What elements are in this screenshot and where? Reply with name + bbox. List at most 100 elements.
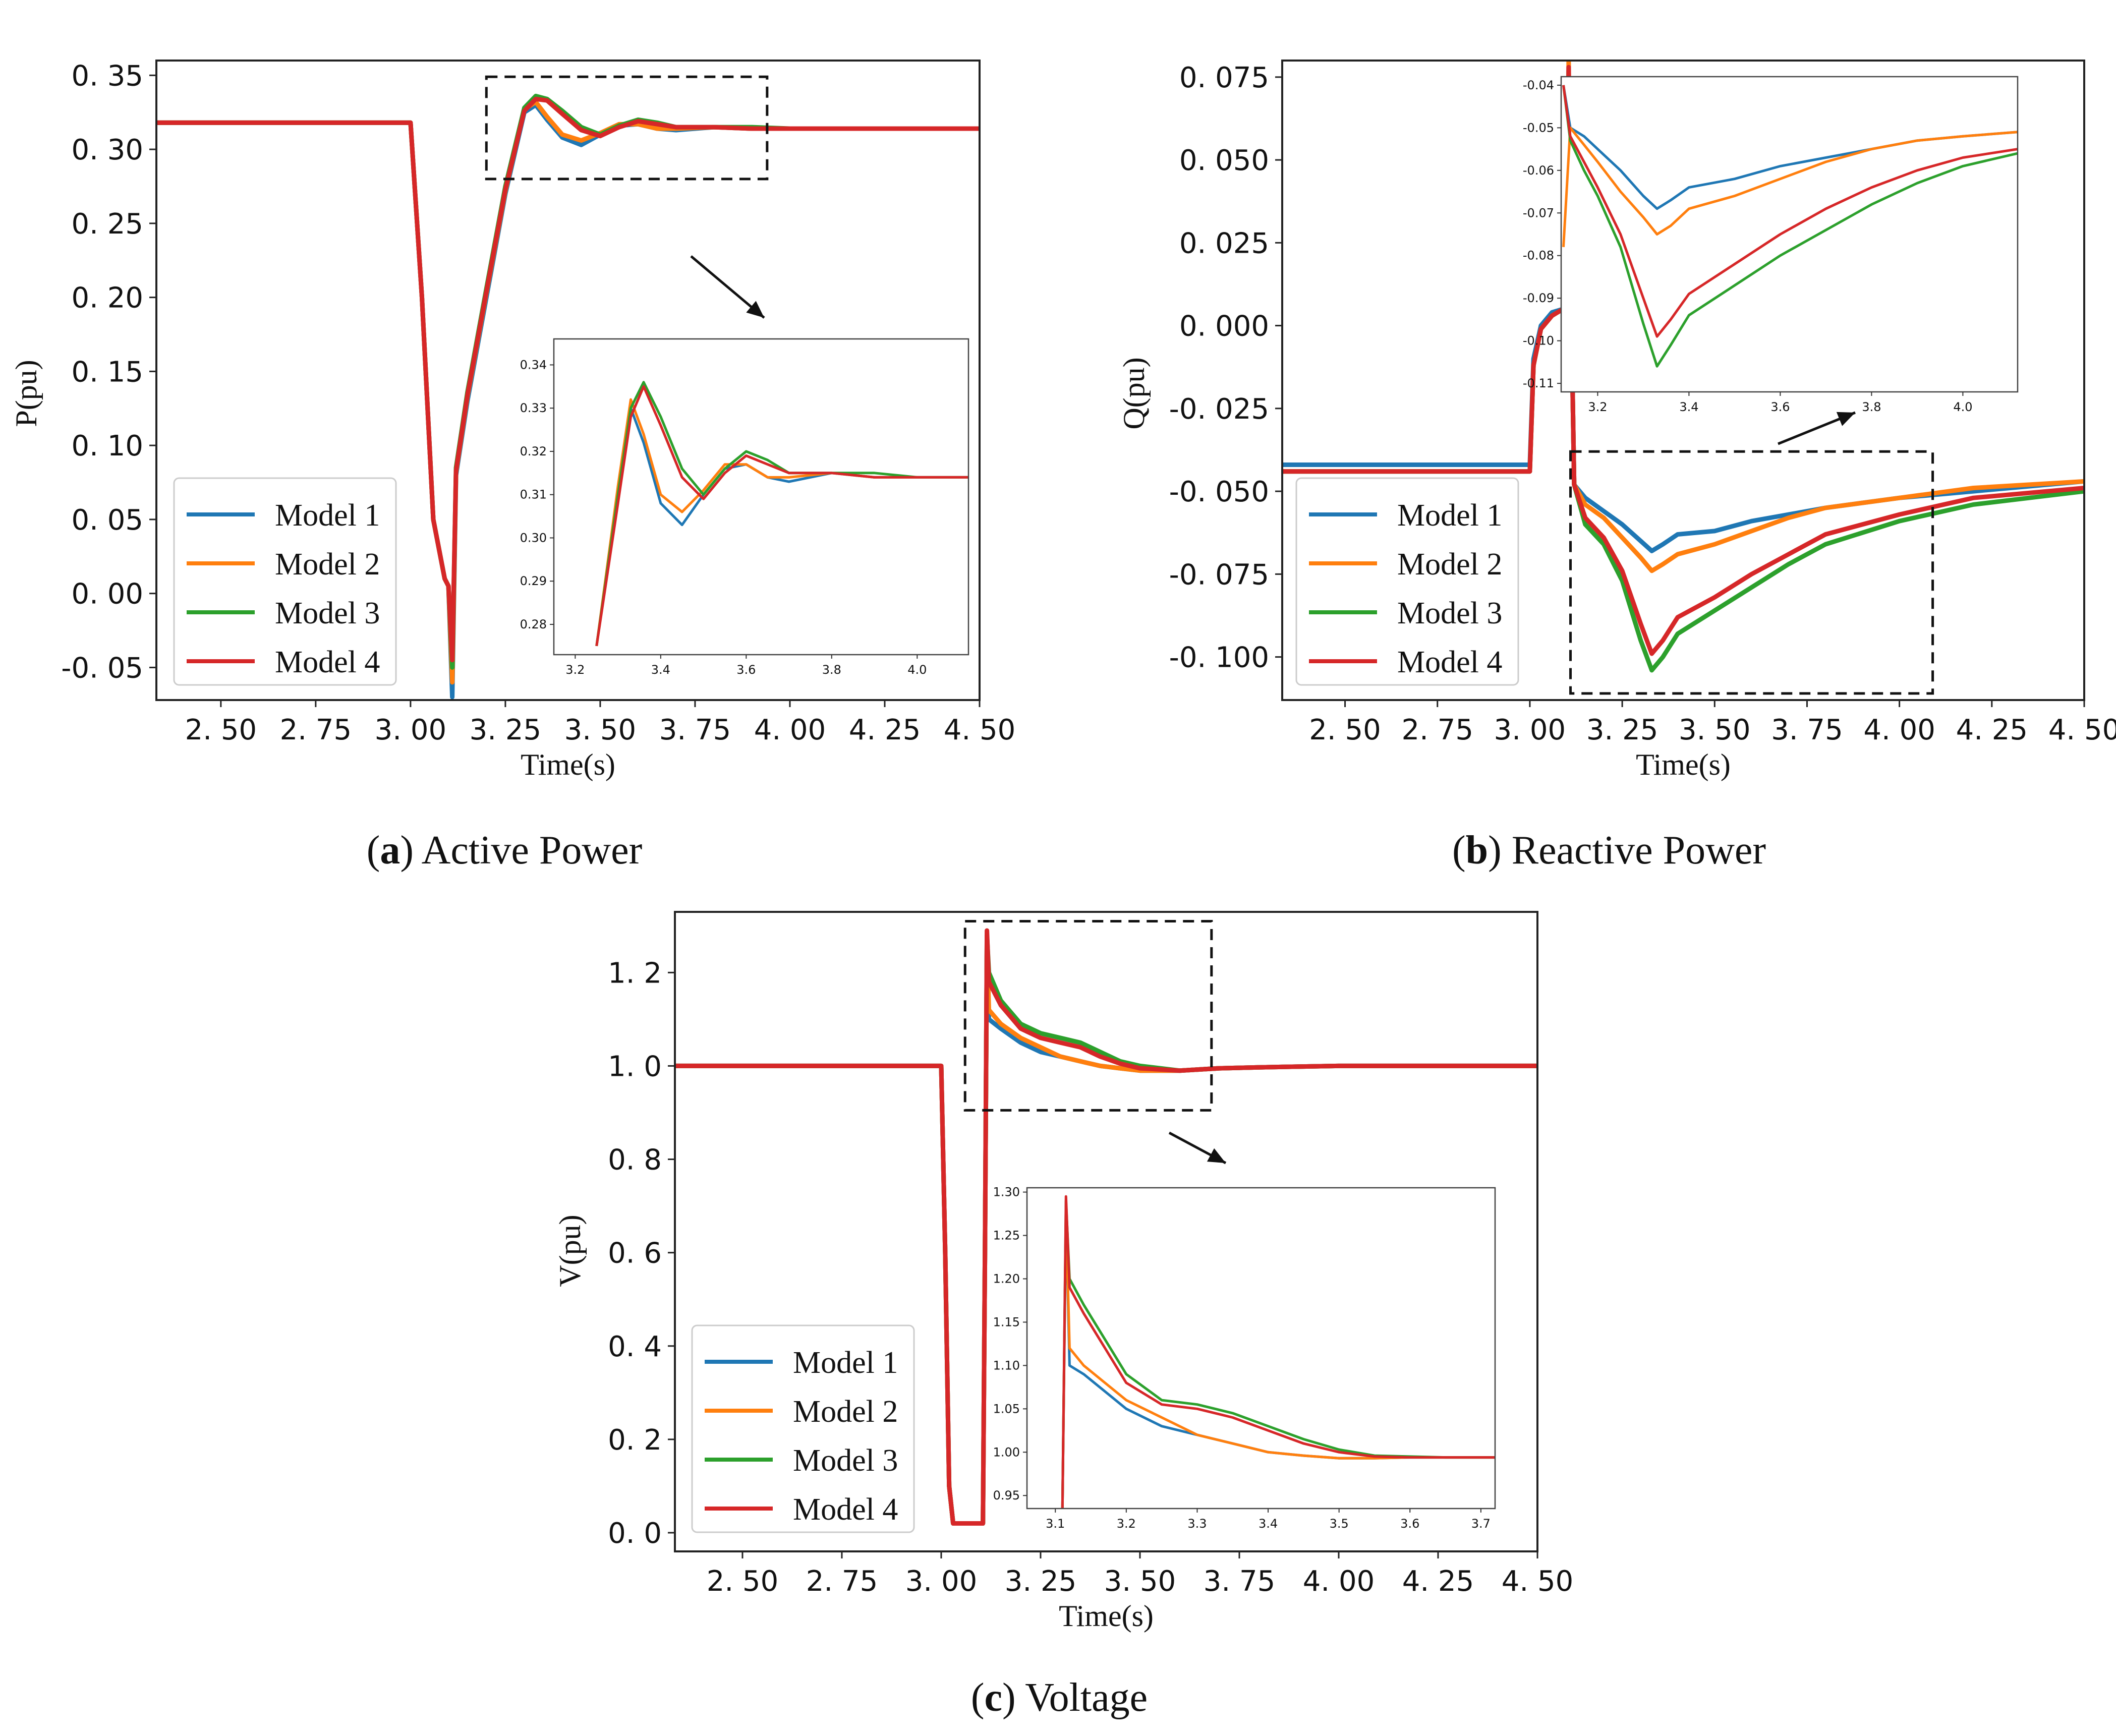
inset-x-tick-label: 3.7 bbox=[1471, 1517, 1491, 1531]
inset-y-tick-label: 0.28 bbox=[520, 617, 547, 631]
y-tick-label: 0. 6 bbox=[608, 1237, 662, 1270]
inset-x-tick-label: 3.4 bbox=[1679, 400, 1698, 414]
legend-box bbox=[691, 1324, 915, 1533]
x-tick-label: 2. 50 bbox=[1309, 714, 1381, 746]
inset-y-tick-label: 1.30 bbox=[993, 1185, 1020, 1199]
inset-y-tick-label: -0.06 bbox=[1523, 163, 1554, 178]
x-tick-label: 4. 00 bbox=[1303, 1565, 1375, 1598]
x-axis-label: Time(s) bbox=[1059, 1599, 1154, 1633]
series-group bbox=[675, 928, 1537, 1526]
inset-background bbox=[1027, 1188, 1495, 1509]
inset-y-tick-label: -0.05 bbox=[1523, 121, 1554, 135]
zoom-arrow-head bbox=[746, 301, 764, 318]
y-tick-label: 0. 025 bbox=[1179, 227, 1269, 260]
x-tick-label: 2. 75 bbox=[1401, 714, 1473, 746]
legend-label: Model 1 bbox=[1397, 498, 1502, 533]
y-tick-label: -0. 05 bbox=[61, 652, 143, 684]
inset-x-tick-label: 3.2 bbox=[565, 663, 585, 677]
x-axis-label: Time(s) bbox=[521, 748, 615, 781]
x-tick-label: 4. 25 bbox=[1956, 714, 2028, 746]
x-tick-label: 3. 25 bbox=[470, 714, 542, 746]
y-axis-label: P(pu) bbox=[10, 360, 43, 427]
legend-label: Model 3 bbox=[1397, 596, 1502, 630]
x-tick-label: 2. 50 bbox=[707, 1565, 779, 1598]
legend-label: Model 1 bbox=[275, 498, 380, 533]
inset-y-tick-label: -0.08 bbox=[1523, 249, 1554, 263]
inset-x-tick-label: 3.2 bbox=[1588, 400, 1607, 414]
x-tick-label: 4. 00 bbox=[754, 714, 826, 746]
caption-c: (c) Voltage bbox=[971, 1675, 1148, 1720]
inset-x-tick-label: 3.4 bbox=[1259, 1517, 1278, 1531]
y-tick-label: 0. 4 bbox=[608, 1330, 662, 1363]
legend-label: Model 2 bbox=[1397, 547, 1502, 582]
plot-frame bbox=[674, 911, 1538, 1552]
series-line-model-4 bbox=[675, 928, 1537, 1526]
legend-label: Model 1 bbox=[793, 1346, 898, 1380]
x-axis-label: Time(s) bbox=[1636, 748, 1731, 781]
legend-label: Model 4 bbox=[1397, 645, 1502, 679]
inset-y-tick-label: -0.09 bbox=[1523, 291, 1554, 305]
inset-y-tick-label: 0.34 bbox=[520, 358, 547, 372]
y-tick-label: 0. 05 bbox=[72, 504, 144, 537]
y-tick-label: -0. 075 bbox=[1169, 558, 1269, 591]
legend-label: Model 3 bbox=[793, 1443, 898, 1478]
plot-frame bbox=[155, 60, 981, 701]
zoom-region-box bbox=[1569, 450, 1934, 695]
series-group bbox=[1282, 61, 2084, 673]
legend-label: Model 2 bbox=[793, 1395, 898, 1429]
x-tick-label: 3. 50 bbox=[1679, 714, 1751, 746]
x-tick-label: 3. 75 bbox=[659, 714, 731, 746]
x-tick-label: 4. 50 bbox=[2048, 714, 2116, 746]
inset-series-group bbox=[595, 381, 968, 647]
y-tick-label: 0. 050 bbox=[1179, 144, 1269, 177]
y-tick-label: 0. 00 bbox=[72, 578, 144, 611]
inset-x-tick-label: 4.0 bbox=[907, 663, 927, 677]
x-tick-label: 2. 75 bbox=[280, 714, 352, 746]
legend-label: Model 2 bbox=[275, 547, 380, 582]
x-tick-label: 4. 50 bbox=[944, 714, 1016, 746]
y-tick-label: 1. 2 bbox=[608, 957, 662, 990]
x-tick-label: 3. 50 bbox=[564, 714, 637, 746]
inset-series-group bbox=[1061, 1195, 1495, 1509]
inset-frame bbox=[1026, 1187, 1496, 1510]
inset-frame bbox=[553, 338, 969, 656]
inset-y-tick-label: -0.10 bbox=[1523, 334, 1554, 348]
y-tick-label: 0. 30 bbox=[72, 134, 144, 166]
inset-series-line-model-2 bbox=[1562, 126, 2018, 247]
series-group bbox=[156, 93, 980, 700]
y-tick-label: 0. 15 bbox=[72, 356, 144, 388]
y-tick-label: 0. 2 bbox=[608, 1424, 662, 1457]
x-tick-label: 3. 75 bbox=[1204, 1565, 1276, 1598]
series-line-model-4 bbox=[156, 96, 980, 663]
x-tick-label: 3. 50 bbox=[1104, 1565, 1176, 1598]
y-tick-label: -0. 100 bbox=[1169, 642, 1269, 674]
caption-b: (b) Reactive Power bbox=[1452, 828, 1766, 873]
plot-frame bbox=[1281, 60, 2085, 701]
inset-y-tick-label: -0.11 bbox=[1523, 376, 1554, 390]
y-tick-label: 0. 0 bbox=[608, 1517, 662, 1550]
panel-active-power: 2. 50 2. 75 3. 00 3. 25 3. 50 3. 75 4. 00 4. 25… bbox=[10, 60, 1015, 781]
inset-y-tick-label: 1.10 bbox=[993, 1358, 1020, 1372]
y-tick-label: 0. 25 bbox=[72, 208, 144, 241]
inset-x-tick-label: 3.1 bbox=[1046, 1517, 1065, 1531]
inset-series-line-model-4 bbox=[1061, 1195, 1495, 1509]
inset-y-tick-label: 0.30 bbox=[520, 531, 547, 545]
x-tick-label: 3. 00 bbox=[905, 1565, 978, 1598]
legend-box bbox=[173, 477, 397, 686]
inset-y-tick-label: 0.95 bbox=[993, 1488, 1020, 1502]
x-tick-label: 2. 75 bbox=[806, 1565, 878, 1598]
zoom-region-box bbox=[485, 75, 769, 181]
x-tick-label: 3. 25 bbox=[1586, 714, 1659, 746]
inset-y-tick-label: -0.04 bbox=[1523, 78, 1554, 92]
caption-a: (a) Active Power bbox=[367, 828, 643, 873]
inset-x-tick-label: 3.8 bbox=[1862, 400, 1881, 414]
inset-series-line-model-3 bbox=[1562, 85, 2018, 368]
y-tick-label: -0. 050 bbox=[1169, 476, 1269, 508]
inset-y-tick-label: -0.07 bbox=[1523, 206, 1554, 220]
zoom-arrow-head bbox=[1836, 412, 1855, 426]
inset-background bbox=[1561, 77, 2018, 392]
inset-y-tick-label: 1.05 bbox=[993, 1402, 1020, 1416]
y-axis-label: V(pu) bbox=[553, 1214, 587, 1287]
inset-background bbox=[554, 339, 968, 655]
